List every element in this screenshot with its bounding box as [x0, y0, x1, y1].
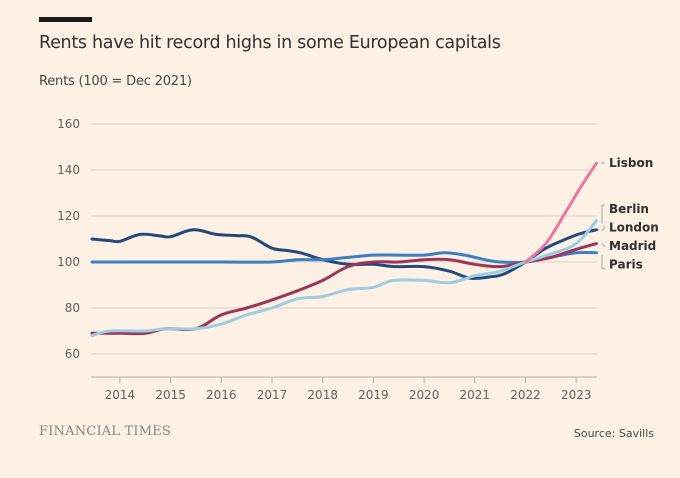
x-axis: 2014 2015 2016 2017 2018 2019 2020 2021 2022 2023: [91, 376, 597, 402]
gridlines: [91, 123, 597, 355]
x-tick-label: 2018: [307, 388, 338, 402]
x-tick-label: 2023: [561, 388, 592, 402]
leader-madrid: [601, 243, 606, 248]
x-tick-label: 2022: [510, 388, 541, 402]
series-line-lisbon: [524, 161, 598, 264]
y-tick-label: 160: [57, 117, 80, 131]
series-line-london: [90, 228, 598, 280]
y-tick-label: 140: [57, 163, 80, 177]
series-label-london: London: [609, 221, 659, 235]
header-accent-bar: [39, 17, 92, 22]
x-tick-label: 2021: [460, 388, 491, 402]
series-line-berlin: [90, 219, 598, 338]
series-line-paris: [90, 250, 598, 264]
x-tick-label: 2019: [358, 388, 389, 402]
series-lines: [90, 161, 598, 338]
chart-title: Rents have hit record highs in some Euro…: [39, 33, 501, 53]
leader-berlin: [601, 204, 605, 224]
y-tick-label: 60: [65, 347, 80, 361]
source-note: Source: Savills: [573, 427, 654, 440]
y-tick-label: 80: [65, 301, 80, 315]
leader-paris: [601, 254, 605, 269]
x-tick-label: 2020: [409, 388, 440, 402]
leader-london: [601, 226, 606, 232]
chart-subtitle: Rents (100 = Dec 2021): [39, 74, 192, 89]
x-tick-label: 2017: [257, 388, 288, 402]
series-label-berlin: Berlin: [609, 202, 649, 216]
y-tick-label: 100: [57, 255, 80, 269]
series-labels: Lisbon Berlin London Madrid Paris: [601, 156, 659, 271]
ft-logo: FINANCIAL TIMES: [39, 424, 172, 439]
x-tick-label: 2014: [105, 388, 136, 402]
x-tick-label: 2016: [206, 388, 237, 402]
x-tick-label: 2015: [155, 388, 186, 402]
series-label-madrid: Madrid: [609, 239, 656, 253]
series-label-paris: Paris: [609, 257, 643, 271]
y-tick-label: 120: [57, 209, 80, 223]
y-axis: 60 80 100 120 140 160: [57, 117, 80, 361]
series-label-lisbon: Lisbon: [609, 156, 653, 170]
